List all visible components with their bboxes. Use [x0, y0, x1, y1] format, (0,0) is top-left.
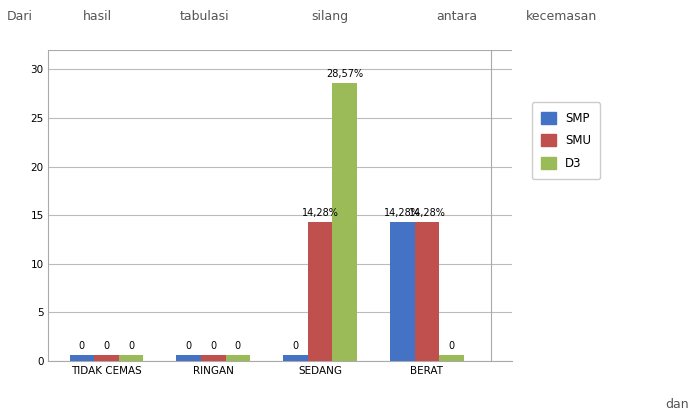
Bar [94, 355, 118, 361]
Text: 14,28%: 14,28% [408, 208, 446, 218]
Bar [283, 355, 308, 361]
Text: 14,28%: 14,28% [384, 208, 421, 218]
Bar [69, 355, 94, 361]
Bar [332, 83, 357, 361]
Text: 0: 0 [448, 341, 455, 352]
Bar [118, 355, 143, 361]
Text: hasil: hasil [83, 10, 112, 23]
Text: 0: 0 [128, 341, 134, 352]
Bar [390, 222, 415, 361]
Bar [415, 222, 439, 361]
Text: 0: 0 [235, 341, 241, 352]
Bar [308, 222, 332, 361]
Bar [176, 355, 201, 361]
Text: 0: 0 [185, 341, 192, 352]
Bar [439, 355, 464, 361]
Text: 0: 0 [210, 341, 217, 352]
Text: Dari: Dari [7, 10, 33, 23]
Bar [201, 355, 226, 361]
Text: 28,57%: 28,57% [326, 69, 363, 79]
Text: silang: silang [311, 10, 349, 23]
Text: dan: dan [665, 398, 689, 411]
Text: 0: 0 [103, 341, 109, 352]
Text: tabulasi: tabulasi [180, 10, 230, 23]
Text: 0: 0 [79, 341, 85, 352]
Text: 14,28%: 14,28% [302, 208, 338, 218]
Text: 0: 0 [293, 341, 298, 352]
Bar [226, 355, 250, 361]
Legend: SMP, SMU, D3: SMP, SMU, D3 [532, 103, 601, 179]
Text: kecemasan: kecemasan [526, 10, 597, 23]
Text: antara: antara [436, 10, 477, 23]
